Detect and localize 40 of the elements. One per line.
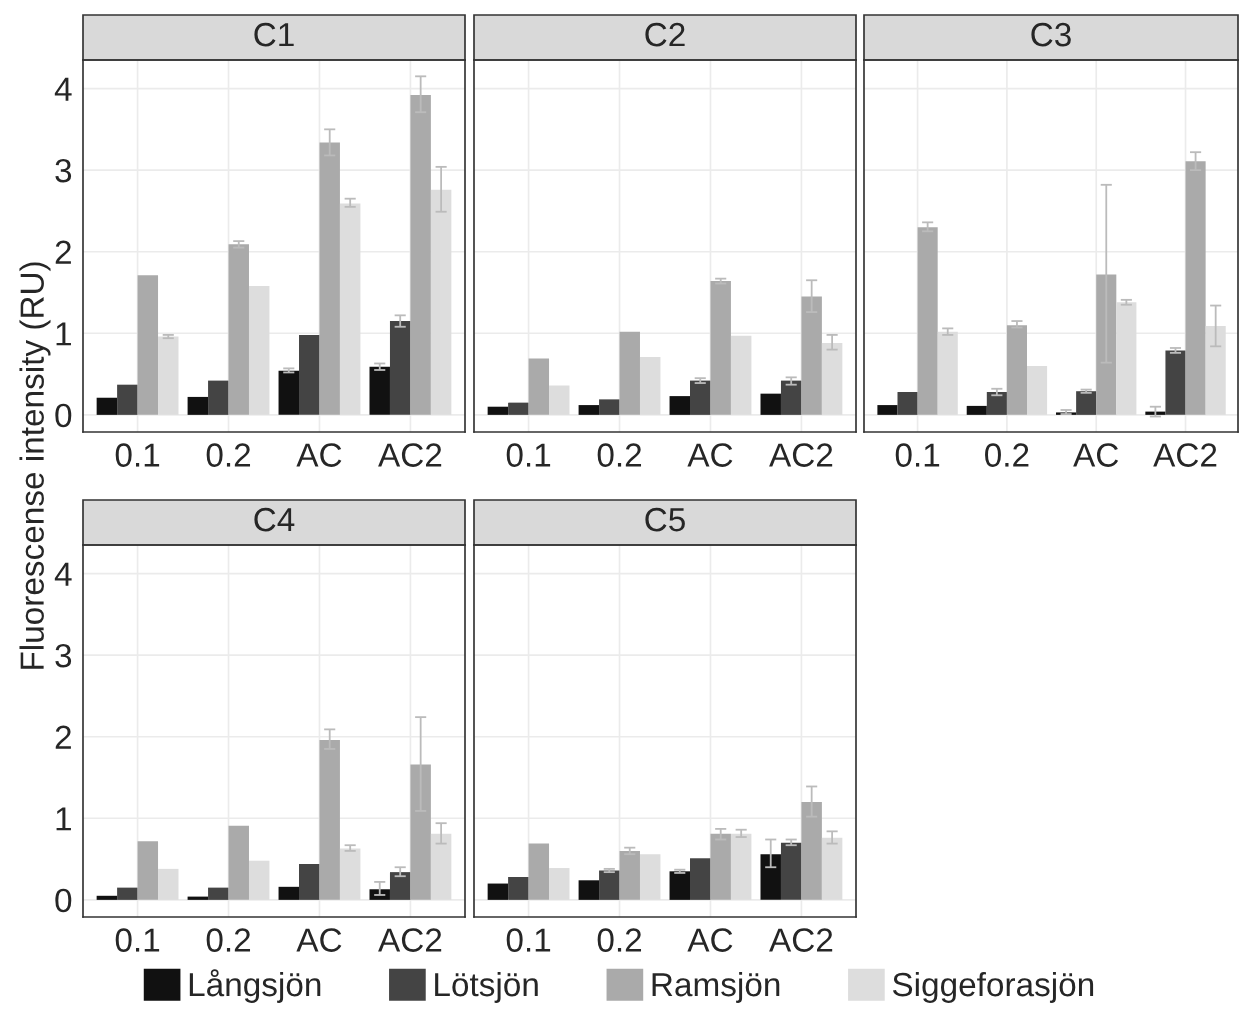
x-tick-label: 0.1 <box>895 443 940 467</box>
x-tick-label: 0.2 <box>206 928 251 952</box>
y-tick-label: 2 <box>55 240 71 264</box>
y-tick-label: 4 <box>54 77 72 101</box>
x-tick-label: AC2 <box>769 928 833 952</box>
y-tick-label: 4 <box>54 562 72 586</box>
x-tick-label: 0.2 <box>985 443 1029 467</box>
chart-title: C2 <box>645 22 685 47</box>
x-tick-label: AC <box>296 928 342 952</box>
y-tick-label: 3 <box>55 643 72 668</box>
legend-label: Långsjön <box>189 969 321 1003</box>
y-tick-label: 0 <box>55 888 72 913</box>
chart-title: C4 <box>254 507 295 532</box>
x-tick-label: 0.1 <box>115 443 160 467</box>
x-tick-label: AC <box>687 928 733 952</box>
x-tick-label: 0.2 <box>206 443 251 467</box>
y-tick-label: 2 <box>55 725 71 749</box>
legend-label: Ramsjön <box>652 971 780 1003</box>
y-axis-title: Fluorescense intensity (RU) <box>19 262 51 669</box>
x-tick-label: 0.2 <box>597 928 642 952</box>
x-tick-label: AC2 <box>769 443 833 467</box>
x-tick-label: AC2 <box>378 443 442 467</box>
chart-title: C1 <box>254 22 294 47</box>
x-tick-label: AC <box>296 443 342 467</box>
chart-title: C3 <box>1031 22 1071 47</box>
x-tick-label: AC <box>687 443 733 467</box>
x-tick-label: AC2 <box>1153 443 1217 467</box>
x-tick-label: 0.1 <box>506 443 551 467</box>
x-tick-label: AC <box>1073 443 1119 467</box>
y-tick-label: 3 <box>55 158 72 183</box>
y-tick-label: 1 <box>56 807 71 831</box>
x-tick-label: AC2 <box>378 928 442 952</box>
x-tick-label: 0.1 <box>115 928 160 952</box>
x-tick-label: 0.2 <box>597 443 642 467</box>
chart-title: C5 <box>645 507 685 532</box>
legend-label: Lötsjön <box>435 971 538 1003</box>
x-tick-label: 0.1 <box>506 928 551 952</box>
y-tick-label: 0 <box>55 403 72 428</box>
y-tick-label: 1 <box>56 322 71 346</box>
legend-label: Siggeforasjön <box>892 971 1094 1003</box>
